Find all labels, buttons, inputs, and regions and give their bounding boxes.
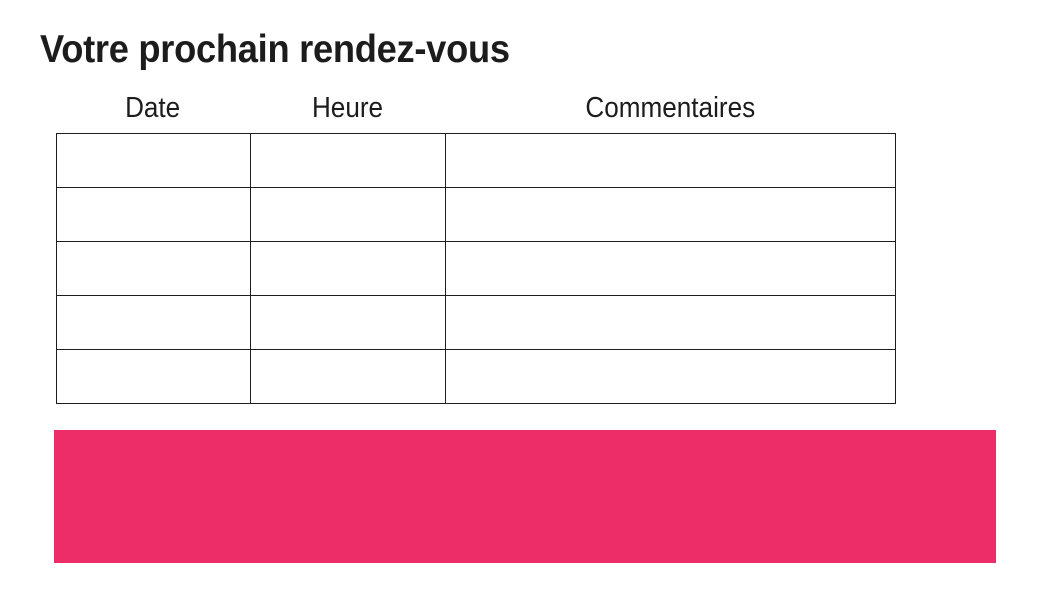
page-title: Votre prochain rendez-vous [40, 28, 510, 71]
table-cell[interactable] [250, 349, 446, 404]
table-cell[interactable] [250, 295, 446, 350]
table-row [56, 295, 896, 350]
table-row [56, 133, 896, 188]
table-cell[interactable] [56, 241, 251, 296]
table-cell[interactable] [445, 241, 896, 296]
appointments-table [56, 133, 896, 404]
pink-banner [54, 430, 996, 563]
table-cell[interactable] [250, 241, 446, 296]
table-cell[interactable] [56, 133, 251, 188]
appointments-table-body [56, 133, 896, 404]
table-cell[interactable] [56, 295, 251, 350]
table-cell[interactable] [445, 133, 896, 188]
table-row [56, 241, 896, 296]
table-cell[interactable] [56, 187, 251, 242]
column-header-heure: Heure [311, 92, 384, 124]
table-cell[interactable] [445, 295, 896, 350]
table-row [56, 349, 896, 404]
column-header-date: Date [125, 92, 181, 124]
table-cell[interactable] [445, 349, 896, 404]
table-header-row: Date Heure Commentaires [56, 92, 896, 125]
table-cell[interactable] [56, 349, 251, 404]
table-cell[interactable] [445, 187, 896, 242]
table-cell[interactable] [250, 133, 446, 188]
table-cell[interactable] [250, 187, 446, 242]
column-header-commentaires: Commentaires [585, 92, 756, 124]
table-row [56, 187, 896, 242]
